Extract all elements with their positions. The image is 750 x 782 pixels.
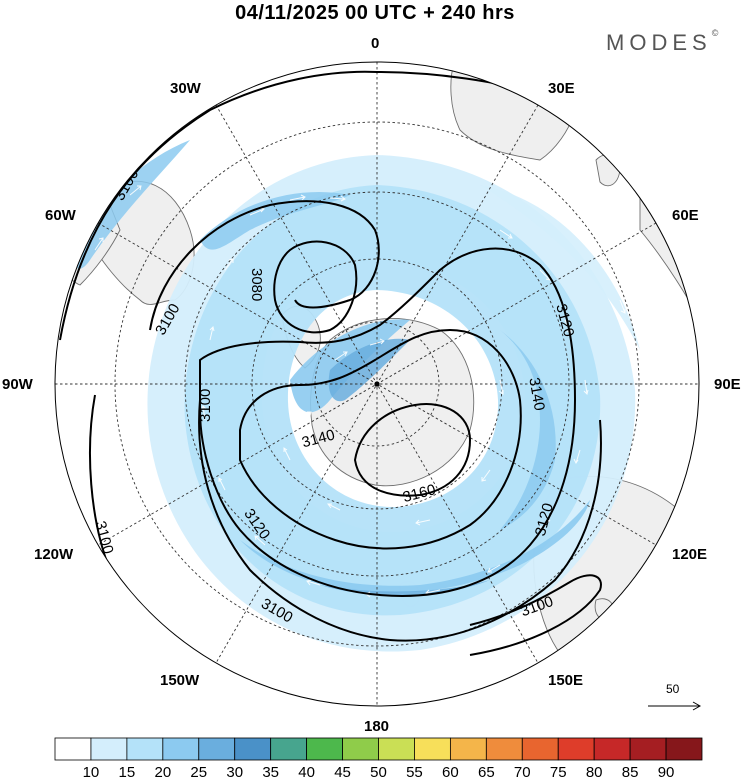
colorbar-swatch: [378, 737, 415, 761]
colorbar-swatch: [342, 737, 379, 761]
colorbar-swatch: [629, 737, 667, 761]
wind-vector: [283, 447, 291, 461]
wind-vector: [499, 229, 513, 239]
contour-label-3080: 3080: [248, 268, 265, 301]
map-border: [54, 61, 700, 707]
wind-vector: [369, 338, 385, 346]
map-title: 04/11/2025 00 UTC + 240 hrs: [235, 2, 515, 24]
jet-max-south: [320, 580, 490, 596]
wind-vector: [299, 411, 312, 421]
colorbar-swatch: [593, 737, 631, 761]
contour-3080: [273, 240, 358, 334]
wind-vector: [573, 449, 581, 464]
colorbar-tick-label: 90: [657, 764, 675, 781]
colorbar-swatch: [306, 737, 343, 761]
lon-label-30w: 30W: [170, 80, 201, 97]
jet-core-west: [70, 140, 190, 269]
colorbar-tick-label: 70: [513, 764, 531, 781]
wind-vector: [289, 194, 306, 201]
lon-label-0: 0: [371, 35, 380, 52]
wind-vector: [481, 469, 491, 482]
map-disc: 3100 3100 3100 3100 3100 3100 3080 3120 …: [55, 62, 699, 706]
wind-vector: [94, 237, 104, 251]
colorbar-swatch: [449, 737, 487, 761]
wind-vector: [209, 326, 215, 341]
lon-label-60w: 60W: [45, 207, 76, 224]
colorbar-tick-label: 45: [334, 764, 351, 781]
jet-band-main: [184, 185, 601, 616]
wind-vector: [583, 379, 589, 395]
lon-label-90w: 90W: [2, 376, 33, 393]
jet-core-southeast: [500, 330, 556, 530]
wind-vector: [254, 535, 266, 546]
colorbar-swatch: [270, 737, 308, 761]
reference-vector-label: 50: [666, 682, 680, 696]
wind-vector: [487, 564, 501, 573]
colorbar-tick-label: 75: [549, 764, 567, 781]
colorbar-swatch: [485, 737, 523, 761]
wind-vector: [329, 195, 346, 202]
colorbar-tick-label: 55: [406, 764, 423, 781]
lon-label-90e: 90E: [714, 376, 741, 393]
wind-vector: [129, 185, 142, 196]
contour-3120: [199, 247, 577, 597]
wind-vector: [306, 579, 321, 586]
wind-vector: [498, 379, 504, 395]
lon-label-30e: 30E: [548, 80, 575, 97]
brand-logo: MODES©: [606, 28, 719, 56]
lat-circle-4: [114, 121, 640, 647]
colorbar-swatch: [126, 737, 164, 761]
wind-vector: [218, 477, 226, 491]
jet-core-north: [200, 192, 350, 250]
contour-label-3100: 3100: [197, 389, 214, 422]
contour-label-3140: 3140: [525, 376, 548, 412]
reference-vector-arrow: [648, 701, 702, 711]
wind-vector: [201, 405, 207, 421]
colorbar-swatch: [90, 737, 128, 761]
colorbar-swatch: [414, 737, 451, 761]
lon-label-180: 180: [364, 718, 390, 735]
colorbar-tick-label: 85: [621, 764, 639, 781]
brand-name: MODES: [606, 30, 712, 55]
wind-vector: [327, 503, 341, 511]
contour-3160: [353, 403, 472, 497]
wind-vector: [224, 258, 234, 271]
colorbar-swatch: [557, 737, 595, 761]
colorbar-swatch: [162, 737, 200, 761]
wind-vector: [415, 519, 431, 526]
colorbar-tick-label: 10: [82, 764, 100, 781]
contour-3100-main: [149, 200, 602, 642]
colorbar-tick-label: 60: [442, 764, 459, 781]
wind-vector: [334, 351, 348, 361]
colorbar-tick-label: 25: [190, 764, 208, 781]
lon-label-150w: 150W: [160, 672, 200, 689]
lon-label-120w: 120W: [34, 546, 74, 563]
colorbar-swatch: [198, 737, 236, 761]
lon-label-120e: 120E: [672, 546, 708, 563]
colorbar-tick-label: 40: [298, 764, 315, 781]
colorbar-tick-label: 50: [370, 764, 387, 781]
lon-label-150e: 150E: [548, 672, 584, 689]
lat-circle-3: [184, 191, 570, 577]
lon-label-60e: 60E: [672, 207, 699, 224]
contour-3100-southeast: [469, 574, 602, 656]
colorbar-tick-label: 15: [118, 764, 136, 781]
contour-3140: [239, 328, 522, 550]
colorbar-swatch: [521, 737, 559, 761]
colorbar-tick-label: 35: [262, 764, 279, 781]
copyright-mark: ©: [711, 28, 719, 38]
wind-vector: [619, 299, 626, 314]
colorbar-swatch: [665, 737, 703, 761]
colorbar-tick-label: 65: [477, 764, 495, 781]
colorbar-swatch: [54, 737, 92, 761]
colorbar: [54, 737, 703, 761]
colorbar-tick-label: 20: [154, 764, 172, 781]
wind-vectors: [94, 185, 626, 598]
colorbar-tick-label: 80: [585, 764, 603, 781]
colorbar-swatch: [234, 737, 272, 761]
colorbar-tick-label: 30: [226, 764, 244, 781]
south-pole-marker: [374, 381, 380, 387]
